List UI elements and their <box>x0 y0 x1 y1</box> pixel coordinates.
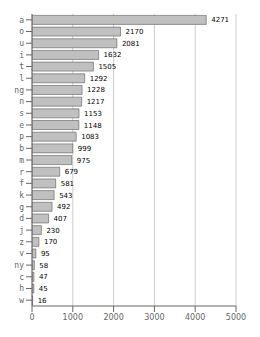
svg-text:1228: 1228 <box>87 86 105 94</box>
svg-text:z: z <box>19 238 24 247</box>
svg-text:0: 0 <box>29 313 34 322</box>
svg-text:2081: 2081 <box>122 40 140 48</box>
svg-text:999: 999 <box>78 145 91 153</box>
svg-text:g: g <box>19 203 24 212</box>
svg-text:1632: 1632 <box>104 51 122 59</box>
svg-text:3000: 3000 <box>144 313 164 322</box>
svg-text:4000: 4000 <box>185 313 205 322</box>
svg-text:t: t <box>19 62 24 71</box>
svg-text:ng: ng <box>14 86 24 95</box>
svg-text:e: e <box>19 121 24 130</box>
svg-text:v: v <box>19 249 24 258</box>
svg-text:407: 407 <box>54 215 67 223</box>
svg-text:95: 95 <box>41 250 50 258</box>
svg-text:16: 16 <box>38 297 47 305</box>
svg-text:b: b <box>19 144 24 153</box>
svg-text:ny: ny <box>14 261 24 270</box>
svg-text:1217: 1217 <box>87 98 105 106</box>
svg-text:170: 170 <box>44 238 57 246</box>
svg-text:o: o <box>19 27 24 36</box>
svg-text:p: p <box>19 132 24 141</box>
svg-text:679: 679 <box>65 168 78 176</box>
svg-text:975: 975 <box>77 157 90 165</box>
svg-text:1292: 1292 <box>90 75 108 83</box>
svg-text:m: m <box>19 156 24 165</box>
svg-text:d: d <box>19 214 24 223</box>
svg-text:f: f <box>19 179 24 188</box>
svg-text:45: 45 <box>39 285 48 293</box>
svg-text:j: j <box>19 226 24 235</box>
svg-text:r: r <box>19 168 24 177</box>
svg-text:2170: 2170 <box>126 28 144 36</box>
svg-text:543: 543 <box>59 192 72 200</box>
svg-text:n: n <box>19 97 24 106</box>
svg-text:2000: 2000 <box>103 313 123 322</box>
svg-text:a: a <box>19 16 24 25</box>
svg-text:1505: 1505 <box>98 63 116 71</box>
svg-text:k: k <box>19 191 24 200</box>
svg-text:5000: 5000 <box>226 313 246 322</box>
svg-text:230: 230 <box>46 227 59 235</box>
svg-text:1148: 1148 <box>84 122 102 130</box>
svg-text:47: 47 <box>39 273 48 281</box>
svg-text:c: c <box>19 273 24 282</box>
svg-text:l: l <box>19 74 24 83</box>
svg-text:4271: 4271 <box>211 16 229 24</box>
svg-text:h: h <box>19 284 24 293</box>
svg-text:1083: 1083 <box>81 133 99 141</box>
svg-text:w: w <box>19 296 24 305</box>
svg-text:1000: 1000 <box>63 313 83 322</box>
svg-text:492: 492 <box>57 203 70 211</box>
svg-text:u: u <box>19 39 24 48</box>
svg-text:58: 58 <box>39 262 48 270</box>
svg-text:s: s <box>19 109 24 118</box>
svg-text:581: 581 <box>61 180 74 188</box>
svg-text:i: i <box>19 51 24 60</box>
svg-text:1153: 1153 <box>84 110 102 118</box>
